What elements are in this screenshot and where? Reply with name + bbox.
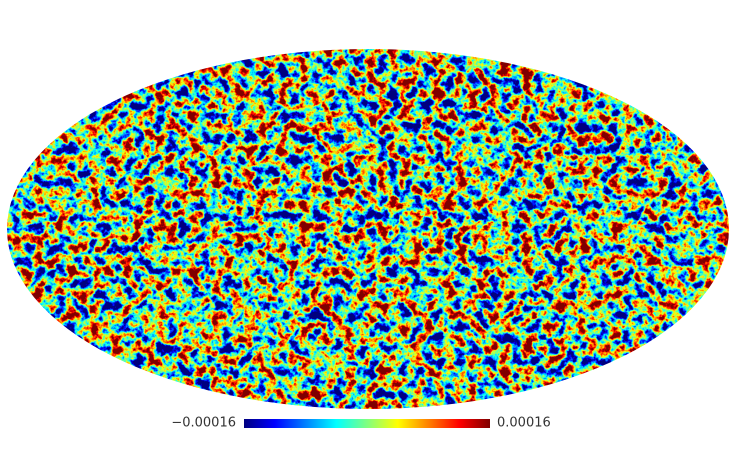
colorbar [244, 419, 490, 428]
colorbar-min-label: −0.00016 [171, 416, 236, 431]
colorbar-max-label: 0.00016 [497, 416, 551, 431]
mollweide-projection [7, 49, 729, 409]
temperature-field [7, 49, 729, 409]
